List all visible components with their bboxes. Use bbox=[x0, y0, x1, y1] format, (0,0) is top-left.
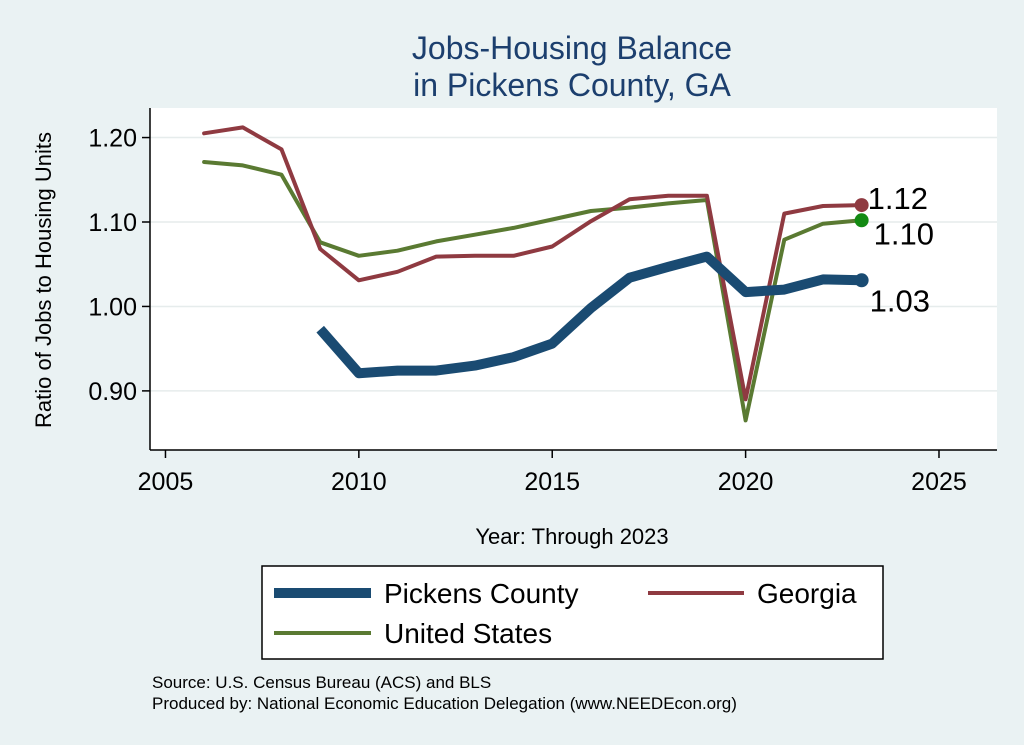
legend-box bbox=[261, 565, 884, 660]
y-tick-label: 1.20 bbox=[88, 125, 137, 153]
end-marker-united-states bbox=[854, 213, 869, 228]
legend-label-united-states: United States bbox=[384, 618, 552, 649]
series-line-georgia bbox=[202, 125, 864, 402]
chart-title-line-1: Jobs-Housing Balance bbox=[412, 30, 732, 66]
legend: Pickens County Georgia United States bbox=[261, 565, 884, 660]
end-label-georgia: 1.12 bbox=[868, 181, 928, 216]
x-tick-label: 2005 bbox=[138, 468, 194, 496]
series-line-pickens-county bbox=[316, 251, 862, 379]
end-marker-pickens-county bbox=[854, 273, 869, 288]
gridlines bbox=[150, 136, 997, 392]
end-marker-georgia bbox=[854, 198, 869, 213]
plot-area bbox=[150, 108, 997, 450]
x-tick-label: 2010 bbox=[331, 468, 387, 496]
axes: 0.90 1.00 1.10 1.20 2005 2010 2015 2020 2025 bbox=[88, 108, 997, 496]
y-tick-label: 0.90 bbox=[88, 378, 137, 406]
end-label-pickens-county: 1.03 bbox=[870, 283, 930, 318]
series-layer bbox=[202, 125, 864, 423]
source-note: Source: U.S. Census Bureau (ACS) and BLS bbox=[152, 673, 491, 692]
y-tick-label: 1.10 bbox=[88, 209, 137, 237]
x-tick-label: 2025 bbox=[911, 468, 967, 496]
legend-label-pickens-county: Pickens County bbox=[384, 578, 579, 609]
producer-note: Produced by: National Economic Education… bbox=[152, 694, 737, 713]
y-axis-title: Ratio of Jobs to Housing Units bbox=[31, 132, 56, 428]
x-axis-title: Year: Through 2023 bbox=[475, 524, 668, 549]
chart-title-line-2: in Pickens County, GA bbox=[413, 67, 731, 103]
y-tick-label: 1.00 bbox=[88, 293, 137, 321]
end-labels: 1.03 1.121.10 bbox=[854, 181, 934, 318]
x-tick-label: 2020 bbox=[718, 468, 774, 496]
end-label-united-states: 1.10 bbox=[874, 216, 934, 251]
x-tick-label: 2015 bbox=[524, 468, 580, 496]
legend-label-georgia: Georgia bbox=[757, 578, 857, 609]
